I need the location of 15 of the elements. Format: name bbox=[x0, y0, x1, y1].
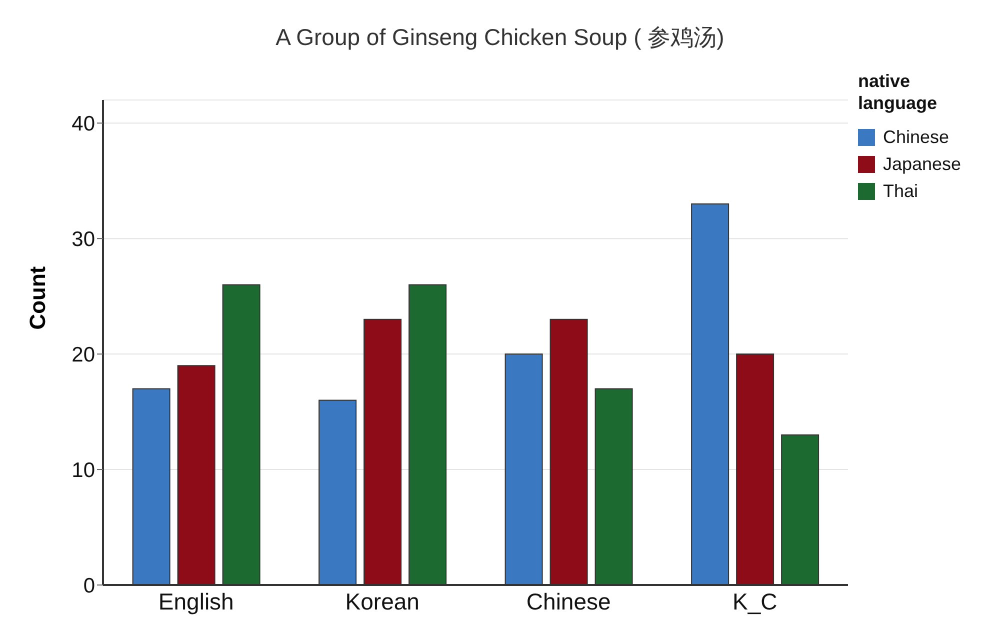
legend-title: native language bbox=[858, 70, 938, 114]
y-tick-label: 30 bbox=[72, 228, 95, 252]
x-tick-label: K_C bbox=[732, 588, 778, 614]
y-tick-label: 0 bbox=[83, 574, 95, 598]
y-tick-label: 10 bbox=[72, 458, 95, 482]
legend-label: Chinese bbox=[883, 127, 950, 148]
legend-label: Japanese bbox=[883, 154, 962, 175]
x-tick-label: Chinese bbox=[526, 588, 611, 614]
legend-label: Thai bbox=[883, 181, 918, 202]
x-tick-label: Korean bbox=[345, 588, 420, 614]
y-axis-title: Count bbox=[25, 266, 51, 330]
x-tick-label: English bbox=[158, 588, 234, 614]
y-tick-label: 40 bbox=[72, 112, 95, 136]
y-tick-label: 20 bbox=[72, 344, 95, 367]
chart-title: A Group of Ginseng Chicken Soup ( 参鸡汤) bbox=[274, 23, 726, 52]
